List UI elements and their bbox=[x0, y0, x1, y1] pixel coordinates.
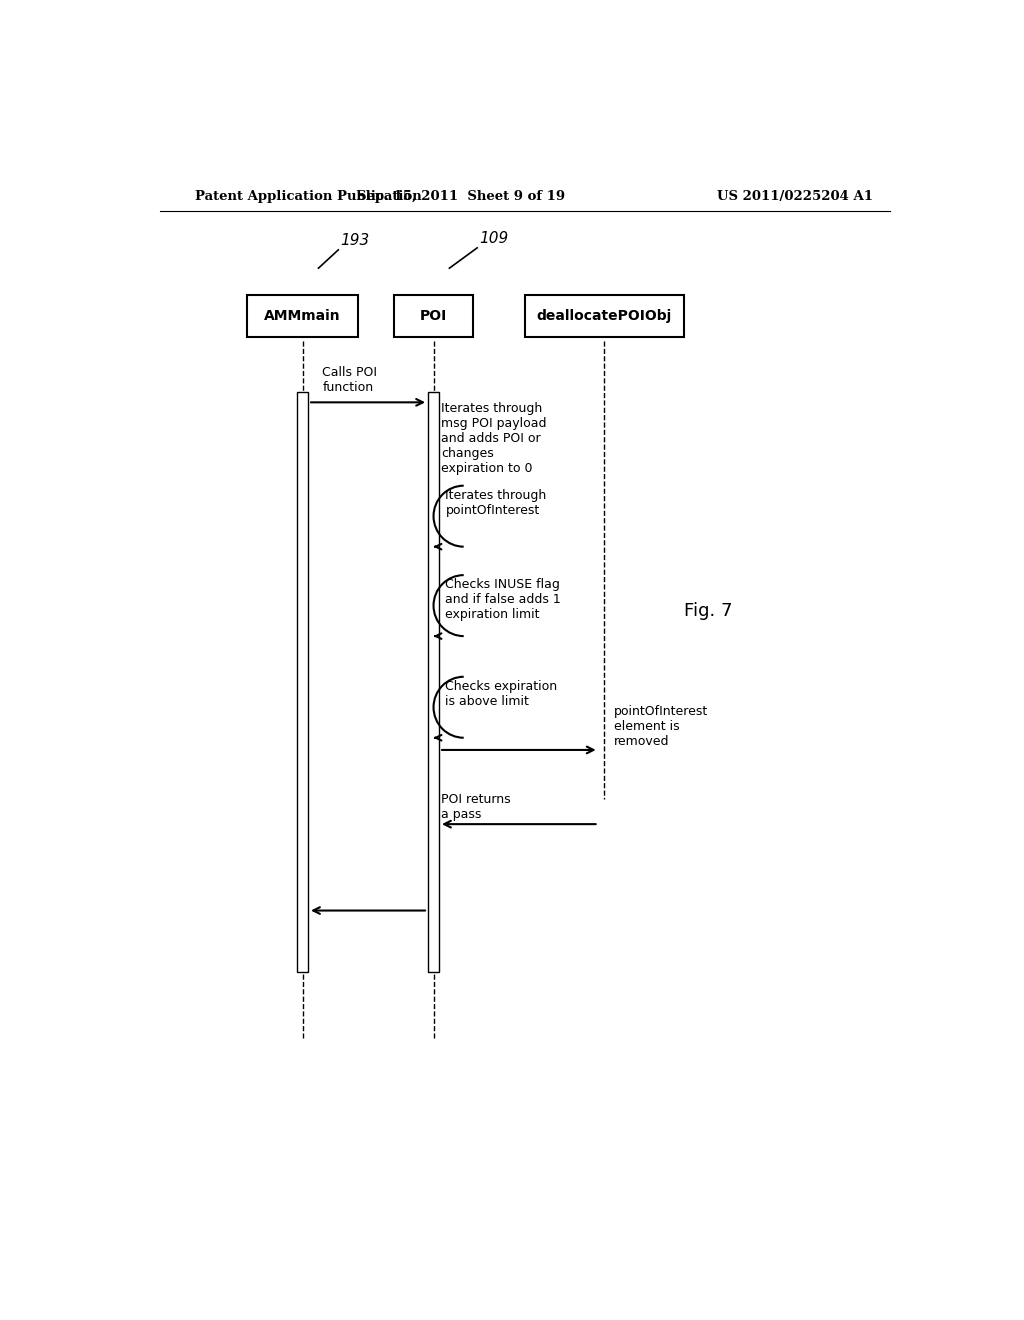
Bar bbox=[428, 392, 439, 972]
Text: POI: POI bbox=[420, 309, 447, 323]
Bar bbox=[297, 392, 308, 972]
Text: pointOfInterest
element is
removed: pointOfInterest element is removed bbox=[613, 705, 708, 748]
Text: Iterates through
msg POI payload
and adds POI or
changes
expiration to 0: Iterates through msg POI payload and add… bbox=[441, 403, 547, 475]
Bar bbox=[394, 294, 473, 338]
Bar bbox=[247, 294, 358, 338]
Text: US 2011/0225204 A1: US 2011/0225204 A1 bbox=[717, 190, 872, 202]
Text: Calls POI
function: Calls POI function bbox=[323, 366, 378, 395]
Text: AMMmain: AMMmain bbox=[264, 309, 341, 323]
Text: Sep. 15, 2011  Sheet 9 of 19: Sep. 15, 2011 Sheet 9 of 19 bbox=[357, 190, 565, 202]
Bar bbox=[524, 294, 684, 338]
Text: 193: 193 bbox=[340, 232, 369, 248]
Text: Checks expiration
is above limit: Checks expiration is above limit bbox=[445, 680, 557, 708]
Text: 109: 109 bbox=[479, 231, 508, 246]
Text: Checks INUSE flag
and if false adds 1
expiration limit: Checks INUSE flag and if false adds 1 ex… bbox=[445, 578, 561, 622]
Text: deallocatePOIObj: deallocatePOIObj bbox=[537, 309, 672, 323]
Text: Patent Application Publication: Patent Application Publication bbox=[196, 190, 422, 202]
Text: POI returns
a pass: POI returns a pass bbox=[441, 793, 511, 821]
Text: Fig. 7: Fig. 7 bbox=[684, 602, 732, 619]
Text: Iterates through
pointOfInterest: Iterates through pointOfInterest bbox=[445, 488, 547, 516]
